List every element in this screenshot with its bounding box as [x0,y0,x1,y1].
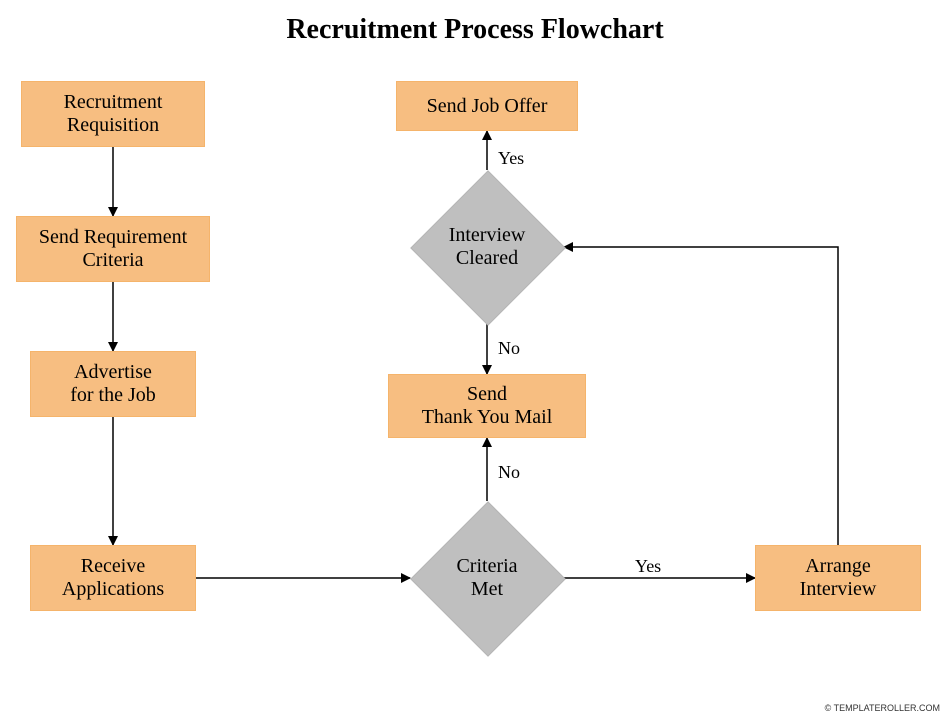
node-label: CriteriaMet [390,481,584,675]
node-label: ArrangeInterview [800,555,877,601]
node-label: Send Job Offer [427,95,548,118]
node-label: Send RequirementCriteria [39,226,187,272]
node-receive_applications: ReceiveApplications [30,545,196,611]
node-arrange_interview: ArrangeInterview [755,545,921,611]
edge-arrange_interview-to-interview_cleared [564,247,838,545]
node-label: ReceiveApplications [62,555,164,601]
node-send_req_criteria: Send RequirementCriteria [16,216,210,282]
node-criteria_met: CriteriaMet [433,524,541,632]
node-advertise_job: Advertisefor the Job [30,351,196,417]
node-send_thank_you: SendThank You Mail [388,374,586,438]
edge-label: Yes [498,148,524,169]
node-label: RecruitmentRequisition [64,91,163,137]
edge-label: Yes [635,556,661,577]
edge-label: No [498,462,520,483]
node-recruitment_requisition: RecruitmentRequisition [21,81,205,147]
node-label: Advertisefor the Job [70,361,156,407]
footer-credit: © TEMPLATEROLLER.COM [825,703,940,713]
node-interview_cleared: InterviewCleared [433,193,541,301]
node-label: SendThank You Mail [422,383,553,429]
chart-title: Recruitment Process Flowchart [0,14,950,46]
node-label: InterviewCleared [390,150,584,344]
edge-label: No [498,338,520,359]
node-send_job_offer: Send Job Offer [396,81,578,131]
flowchart-canvas: Recruitment Process Flowchart Recruitmen… [0,0,950,719]
